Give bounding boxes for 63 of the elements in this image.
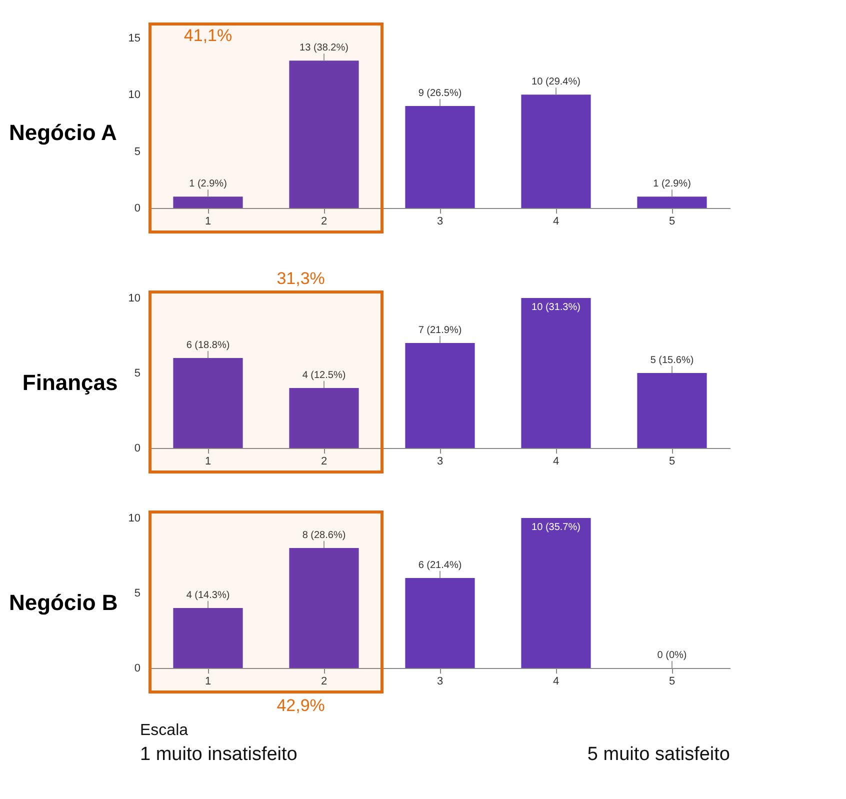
text: Finanças	[22, 370, 118, 395]
y-tick-label: 0	[134, 202, 140, 214]
data-label: 8 (28.6%)	[302, 530, 346, 541]
data-label: 1 (2.9%)	[189, 178, 227, 190]
bar	[173, 196, 243, 208]
bar	[289, 388, 359, 448]
bar	[173, 608, 243, 668]
x-tick-label: 5	[668, 216, 676, 228]
data-label: 6 (18.8%)	[186, 340, 230, 351]
bar	[173, 358, 243, 448]
y-tick-label: 0	[134, 442, 140, 454]
bar	[521, 518, 591, 668]
data-label: 10 (31.3%)	[532, 302, 580, 313]
x-tick-label: 4	[552, 676, 560, 688]
text: 5 muito satisfeito	[587, 744, 730, 765]
x-tick-label: 1	[204, 216, 212, 228]
y-tick-label: 5	[134, 368, 140, 380]
text: Negócio B	[8, 590, 118, 615]
data-label: 0 (0%)	[657, 650, 687, 661]
bar	[521, 298, 591, 448]
x-tick-label: 3	[436, 456, 444, 468]
bar	[405, 343, 475, 448]
bar	[289, 60, 359, 208]
band-label: 42,9%	[276, 696, 325, 715]
y-tick-label: 10	[128, 292, 140, 304]
band-label: 31,3%	[276, 269, 325, 288]
x-tick-label: 5	[668, 676, 676, 688]
bar	[637, 373, 707, 448]
x-tick-label: 3	[436, 216, 444, 228]
text: Negócio A	[8, 120, 118, 145]
data-label: 4 (14.3%)	[186, 590, 230, 601]
text: Escala	[140, 722, 188, 739]
bar	[289, 548, 359, 668]
x-tick-label: 5	[668, 456, 676, 468]
data-label: 4 (12.5%)	[302, 370, 346, 381]
bar	[405, 106, 475, 208]
y-tick-label: 15	[128, 32, 140, 44]
x-tick-label: 2	[320, 676, 328, 688]
data-label: 9 (26.5%)	[418, 88, 462, 99]
data-label: 10 (29.4%)	[532, 76, 580, 88]
data-label: 13 (38.2%)	[300, 42, 348, 54]
data-label: 7 (21.9%)	[418, 325, 462, 336]
text: 1 muito insatisfeito	[140, 744, 298, 765]
data-label: 5 (15.6%)	[650, 355, 694, 366]
x-tick-label: 4	[552, 456, 560, 468]
x-tick-label: 3	[436, 676, 444, 688]
x-tick-label: 4	[552, 216, 560, 228]
data-label: 6 (21.4%)	[418, 560, 462, 571]
y-tick-label: 5	[134, 588, 140, 600]
x-tick-label: 1	[204, 456, 212, 468]
y-tick-label: 0	[134, 662, 140, 674]
x-tick-label: 2	[320, 456, 328, 468]
bar	[405, 578, 475, 668]
data-label: 10 (35.7%)	[532, 522, 580, 533]
bar	[637, 196, 707, 208]
data-label: 1 (2.9%)	[653, 178, 691, 190]
band-label: 41,1%	[184, 26, 232, 45]
y-tick-label: 10	[128, 89, 140, 102]
x-tick-label: 2	[320, 216, 328, 228]
y-tick-label: 5	[134, 146, 140, 158]
x-tick-label: 1	[204, 676, 212, 688]
bar	[521, 94, 591, 208]
y-tick-label: 10	[128, 512, 140, 524]
